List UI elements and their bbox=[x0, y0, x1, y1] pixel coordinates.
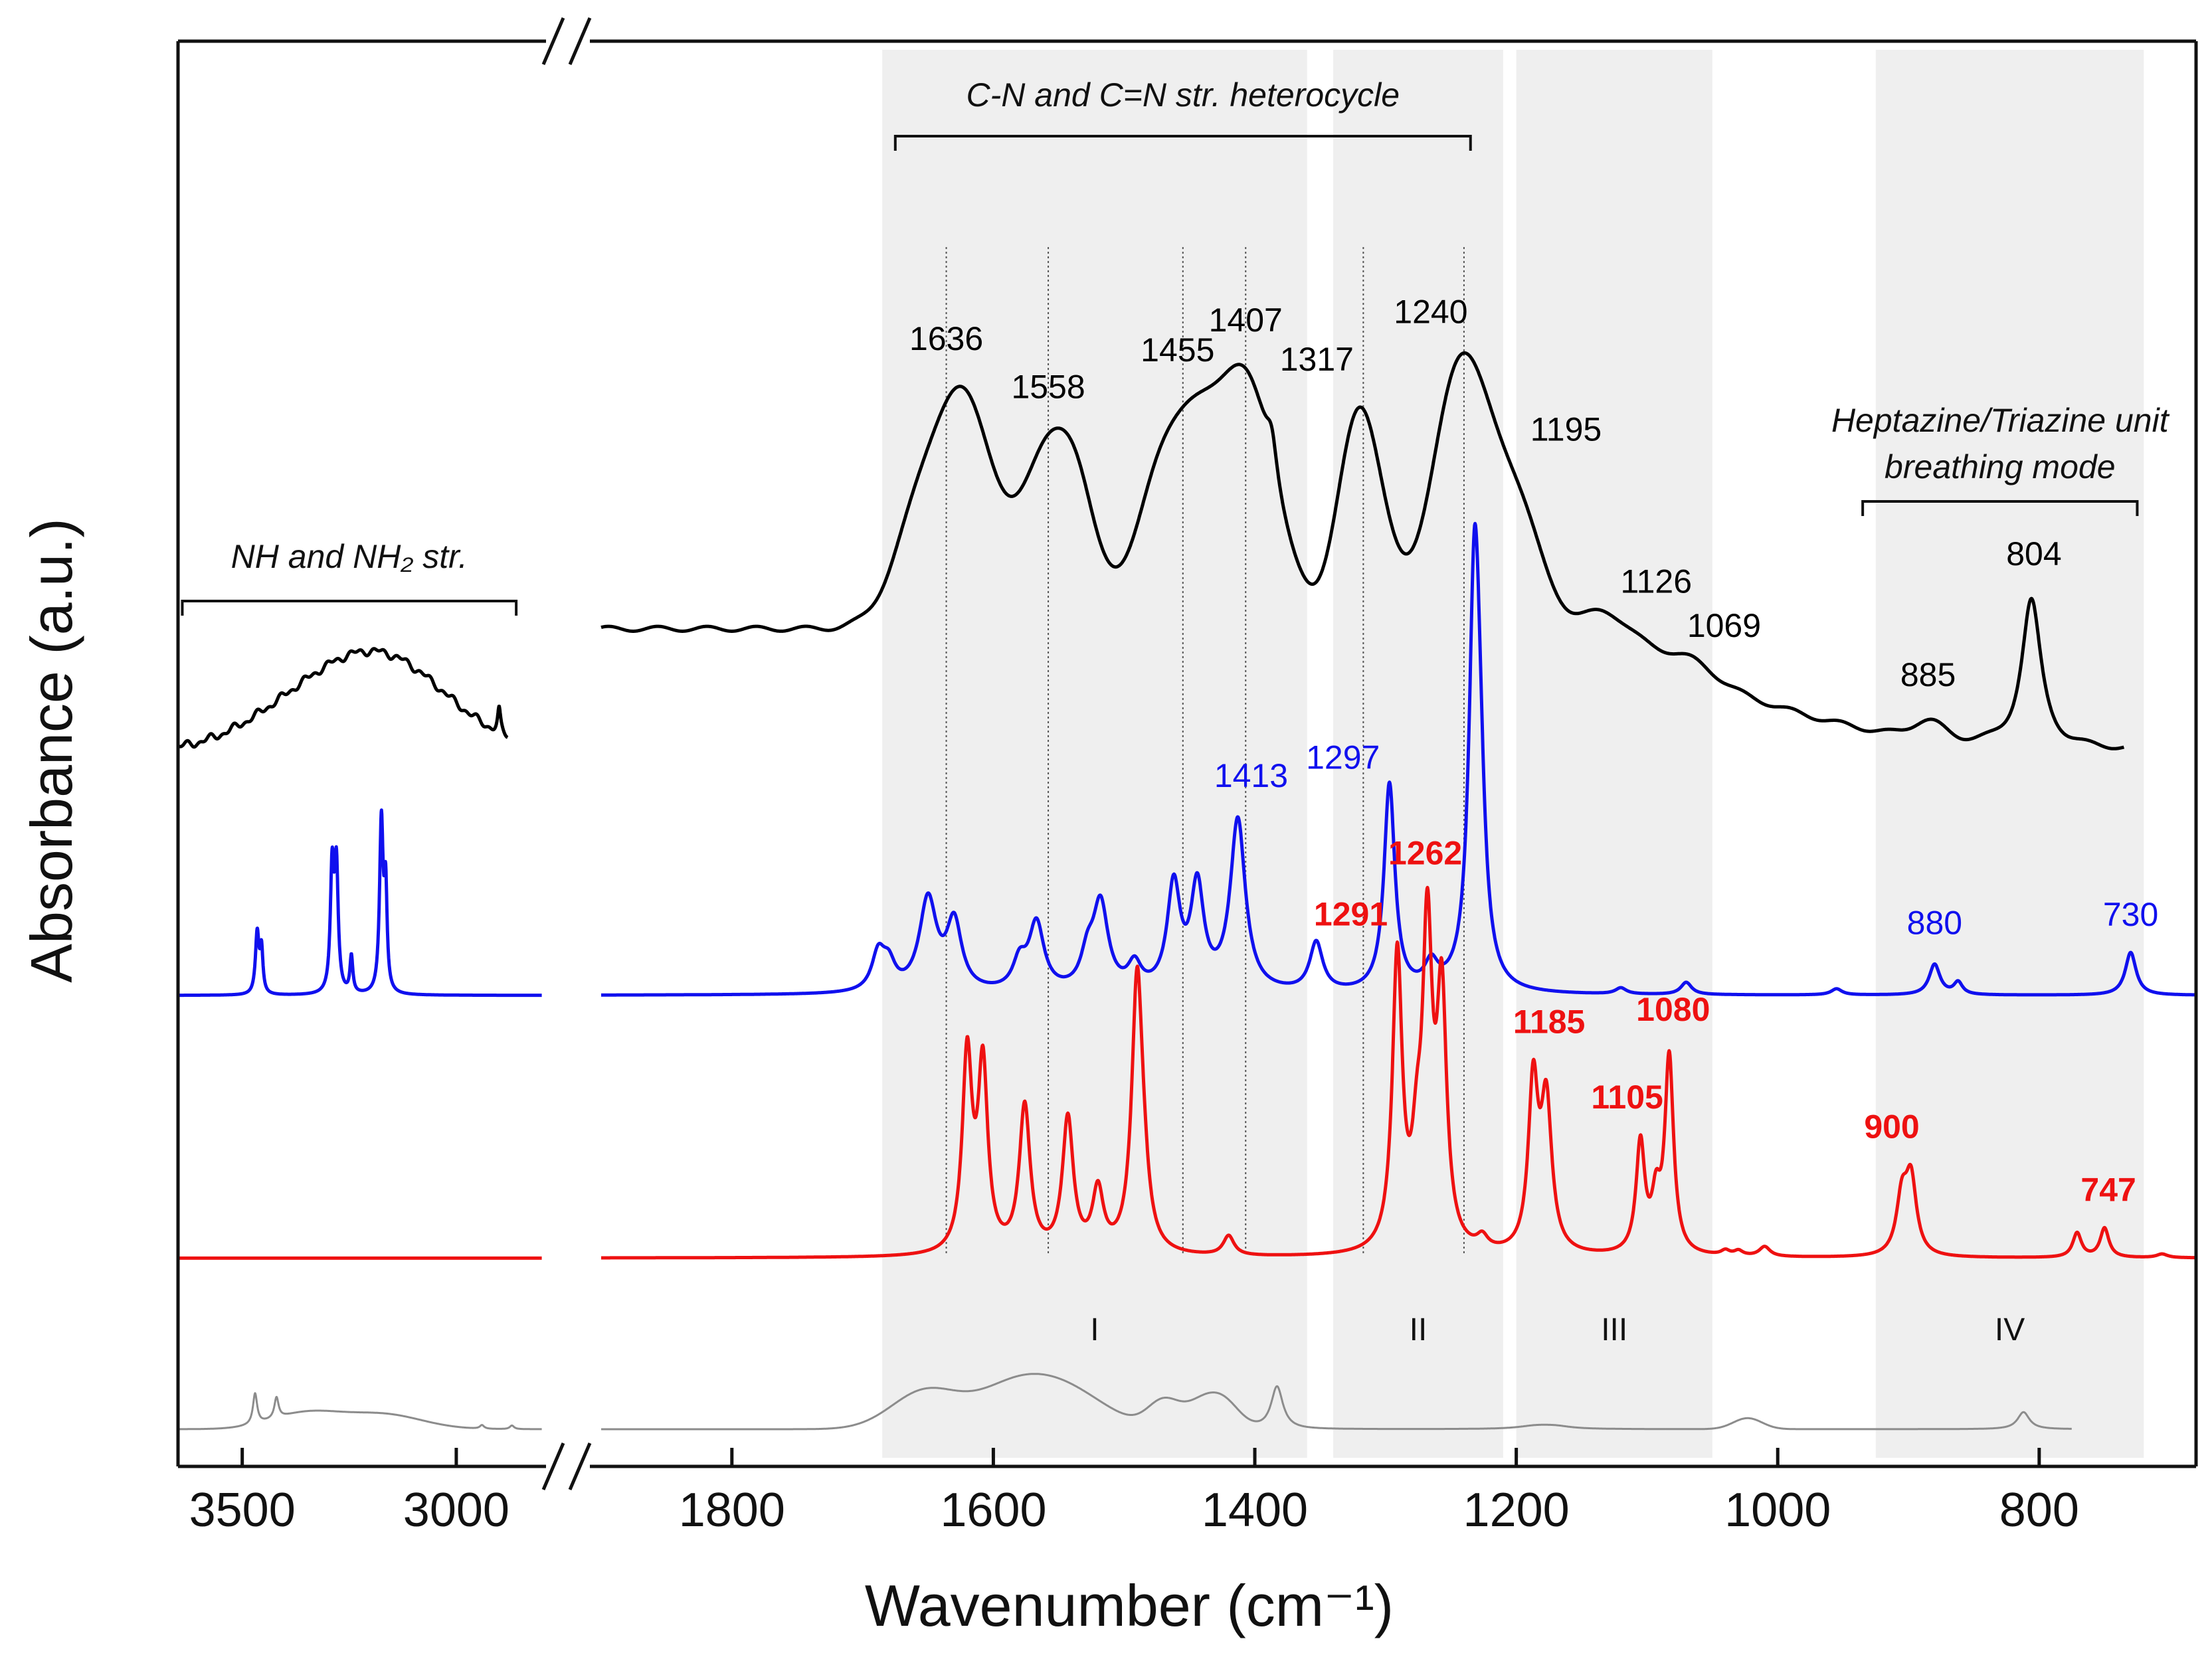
axes: 3500 3000 1800 1600 1400 1200 1000 800 Wavenumbe… bbox=[19, 518, 2079, 1638]
peak-label-black-885: 885 bbox=[1900, 656, 1956, 693]
series-0-left-line bbox=[177, 647, 509, 749]
peak-label-black-1069: 1069 bbox=[1687, 607, 1761, 644]
peak-label-black-1455: 1455 bbox=[1141, 331, 1214, 369]
x-tick-label-1800: 1800 bbox=[679, 1484, 785, 1537]
bracket-heterocycle bbox=[893, 135, 1472, 151]
peak-label-black-1317: 1317 bbox=[1280, 341, 1354, 378]
shaded-region-2 bbox=[1333, 50, 1503, 1458]
shaded-region-4 bbox=[1875, 50, 2144, 1458]
series-3-left-line bbox=[177, 1392, 543, 1431]
series-1-left-line bbox=[177, 808, 543, 998]
x-axis-title: Wavenumber (cm⁻¹) bbox=[865, 1573, 1394, 1638]
peak-label-black-1240: 1240 bbox=[1394, 293, 1467, 330]
axis-break-top-b bbox=[568, 17, 592, 65]
peak-label-red-900: 900 bbox=[1864, 1108, 1919, 1146]
peak-label-black-1636: 1636 bbox=[909, 320, 983, 357]
x-tick-label-1200: 1200 bbox=[1463, 1484, 1570, 1537]
x-tick-label-1600: 1600 bbox=[940, 1484, 1046, 1537]
peak-label-blue-1413: 1413 bbox=[1214, 757, 1288, 794]
peak-label-blue-1297: 1297 bbox=[1306, 739, 1380, 776]
peak-label-red-1185: 1185 bbox=[1513, 1003, 1585, 1040]
x-tick-label-3500: 3500 bbox=[189, 1484, 296, 1537]
axis-break-bottom-a bbox=[541, 1442, 565, 1490]
axis-break-bottom-b bbox=[568, 1442, 592, 1490]
region-label-I: I bbox=[1090, 1312, 1099, 1348]
series-3-right-line bbox=[600, 1373, 2073, 1431]
series-0-right-line bbox=[600, 351, 2126, 750]
peak-label-blue-730: 730 bbox=[2103, 896, 2158, 933]
peak-label-black-1407: 1407 bbox=[1209, 302, 1283, 339]
peak-label-red-1262: 1262 bbox=[1388, 834, 1462, 871]
peak-label-red-1291: 1291 bbox=[1314, 895, 1388, 932]
bracket-breathing bbox=[1861, 500, 2139, 516]
shaded-region-3 bbox=[1516, 50, 1712, 1458]
region-label-III: III bbox=[1601, 1312, 1627, 1348]
peak-label-red-1105: 1105 bbox=[1591, 1079, 1663, 1116]
bracket-nh bbox=[181, 600, 518, 616]
y-axis-title: Absorbance (a.u.) bbox=[19, 518, 84, 983]
axis-break-top-a bbox=[541, 17, 565, 65]
plot-frame bbox=[176, 17, 2198, 1490]
region-label-IV: IV bbox=[1995, 1312, 2025, 1348]
region-label-II: II bbox=[1410, 1312, 1428, 1348]
shaded-regions bbox=[882, 50, 2144, 1458]
annotations: C-N and C=N str. heterocycle Heptazine/Tr… bbox=[181, 76, 2170, 616]
annotation-nh-stretch: NH and NH₂ str. bbox=[231, 538, 468, 575]
peak-label-blue-880: 880 bbox=[1907, 904, 1962, 941]
peak-label-black-1195: 1195 bbox=[1530, 410, 1602, 448]
peak-label-red-747: 747 bbox=[2080, 1171, 2136, 1208]
peak-label-red-1080: 1080 bbox=[1636, 991, 1710, 1028]
x-tick-label-1000: 1000 bbox=[1724, 1484, 1831, 1537]
peak-label-black-1126: 1126 bbox=[1620, 563, 1692, 600]
peak-label-black-1558: 1558 bbox=[1011, 369, 1085, 406]
annotation-heptazine: Heptazine/Triazine unit bbox=[1831, 402, 2170, 439]
annotation-breathing-mode: breathing mode bbox=[1885, 448, 2115, 485]
x-tick-label-1400: 1400 bbox=[1202, 1484, 1308, 1537]
annotation-heterocycle: C-N and C=N str. heterocycle bbox=[967, 76, 1400, 114]
curves bbox=[177, 351, 2197, 1431]
reference-lines bbox=[945, 247, 1465, 1255]
x-tick-label-800: 800 bbox=[1999, 1484, 2079, 1537]
x-tick-label-3000: 3000 bbox=[403, 1484, 509, 1537]
series-2-right-line bbox=[600, 885, 2197, 1260]
peak-label-black-804: 804 bbox=[2006, 535, 2061, 572]
series-1-right-line bbox=[600, 521, 2197, 997]
peak-labels: I II III IV16361558145514071317124011951126… bbox=[909, 293, 2158, 1348]
